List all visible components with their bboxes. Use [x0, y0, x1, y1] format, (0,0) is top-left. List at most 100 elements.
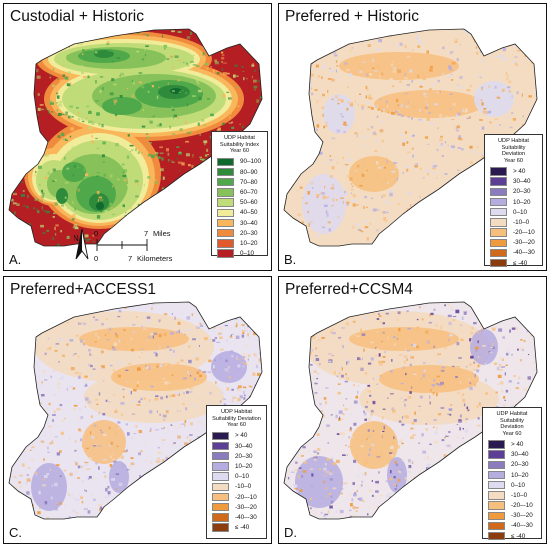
legend-heading-line: Suitability Deviation [501, 144, 526, 158]
legend-label: 20–30 [235, 452, 253, 460]
legend-label: > 40 [235, 432, 248, 440]
legend-item: 30–40 [217, 218, 262, 228]
panel-b: Preferred + Historic B. UDP Habitat Suit… [278, 3, 547, 271]
north-arrow-icon: N [74, 228, 89, 260]
legend-item: ≤ -40 [212, 522, 261, 532]
legend-swatch [490, 248, 507, 258]
panel-d-title: Preferred+CCSM4 [285, 281, 413, 298]
scale-miles-zero: 0 [94, 229, 98, 238]
legend-label: 20–30 [513, 188, 531, 196]
legend-item: 0–10 [490, 207, 537, 217]
legend-b: UDP Habitat Suitability Deviation Year 6… [484, 134, 543, 268]
legend-c: UDP Habitat Suitability Deviation Year 6… [206, 405, 267, 539]
legend-label: ≤ -40 [235, 524, 250, 532]
legend-swatch [212, 492, 229, 502]
legend-item: ≤ -40 [490, 258, 537, 268]
legend-swatch [217, 239, 234, 248]
legend-swatch [212, 482, 229, 491]
legend-swatch [490, 238, 507, 247]
legend-swatch [212, 513, 229, 522]
legend-swatch [212, 502, 229, 512]
panel-d-letter: D. [284, 525, 297, 540]
legend-label: > 40 [513, 167, 526, 175]
legend-swatch [488, 511, 505, 520]
legend-label: -30–-20 [513, 239, 535, 247]
panel-a-letter: A. [9, 252, 22, 267]
legend-heading-line: UDP Habitat [496, 411, 528, 417]
legend-a-heading: UDP Habitat Suitability Index Year 60 [217, 135, 262, 155]
legend-item: -30–-20 [490, 238, 537, 248]
legend-item: 30–40 [490, 177, 537, 187]
legend-swatch [488, 491, 505, 500]
legend-label: -10–0 [235, 483, 252, 491]
legend-heading-line: UDP Habitat [498, 138, 529, 144]
legend-heading-line: Year 60 [229, 148, 250, 155]
legend-label: 10–20 [511, 471, 529, 479]
legend-item: 0–10 [212, 472, 261, 482]
scale-km-value: 7 [128, 254, 132, 263]
legend-item: 20–30 [488, 460, 536, 470]
legend-swatch [488, 501, 505, 510]
legend-heading-line: Suitability Deviation [500, 417, 524, 431]
legend-label: 30–40 [511, 451, 529, 459]
legend-label: 0–10 [511, 481, 526, 489]
legend-item: -30–-20 [488, 511, 536, 521]
legend-item: 10–20 [490, 197, 537, 207]
legend-label: 10–20 [513, 198, 531, 206]
legend-item: 30–40 [212, 441, 261, 451]
legend-label: -40–-30 [235, 513, 257, 521]
legend-heading-line: UDP Habitat [224, 135, 255, 141]
panel-d: Preferred+CCSM4 D. UDP Habitat Suitabili… [278, 276, 547, 544]
legend-label: 80–90 [240, 168, 258, 176]
legend-swatch [490, 208, 507, 217]
legend-swatch [217, 218, 234, 228]
legend-swatch [488, 531, 505, 541]
legend-item: 80–90 [217, 167, 262, 177]
legend-swatch [490, 218, 507, 227]
legend-swatch [217, 249, 234, 258]
legend-c-heading: UDP Habitat Suitability Deviation Year 6… [212, 409, 261, 429]
legend-label: ≤ -40 [511, 532, 526, 540]
legend-swatch [488, 460, 505, 470]
legend-swatch [212, 452, 229, 461]
legend-swatch [490, 228, 507, 237]
legend-item: -10–0 [490, 217, 537, 227]
suitability-map-a [8, 28, 263, 247]
legend-label: 20–30 [511, 461, 529, 469]
legend-swatch [488, 481, 505, 490]
panel-b-letter: B. [284, 252, 297, 267]
legend-label: -40–-30 [511, 522, 533, 530]
legend-item: 10–20 [212, 461, 261, 471]
legend-label: 20–30 [240, 229, 258, 237]
legend-item: 20–30 [212, 451, 261, 461]
legend-label: 90–100 [240, 158, 262, 166]
legend-swatch [212, 431, 229, 441]
legend-swatch [490, 167, 507, 176]
legend-item: 60–70 [217, 187, 262, 197]
legend-swatch [488, 521, 505, 531]
panel-c-title: Preferred+ACCESS1 [10, 281, 157, 298]
legend-label: -10–0 [511, 491, 528, 499]
panel-a-title: Custodial + Historic [10, 8, 144, 25]
legend-swatch [490, 197, 507, 207]
legend-d-heading: UDP Habitat Suitability Deviation Year 6… [488, 411, 536, 437]
legend-heading-line: UDP Habitat [221, 409, 252, 415]
legend-heading-line: Suitability Deviation [212, 415, 261, 422]
legend-label: 50–60 [240, 199, 258, 207]
legend-item: 30–40 [488, 450, 536, 460]
legend-item: > 40 [488, 439, 536, 449]
legend-swatch [212, 441, 229, 451]
legend-item: 90–100 [217, 157, 262, 167]
legend-item: -10–0 [212, 482, 261, 492]
panel-a: Custodial + Historic A. N 0 7 Miles 0 7 … [3, 3, 272, 271]
legend-swatch [488, 450, 505, 459]
legend-swatch [217, 167, 234, 177]
scale-miles-unit: Miles [153, 229, 171, 238]
legend-item: -20–-10 [212, 492, 261, 502]
legend-item: 10–20 [217, 238, 262, 248]
legend-label: 60–70 [240, 188, 258, 196]
legend-item: 20–30 [217, 228, 262, 238]
legend-label: 0–10 [240, 250, 255, 258]
legend-heading-line: Suitability Index [219, 141, 260, 148]
legend-swatch [217, 178, 234, 187]
